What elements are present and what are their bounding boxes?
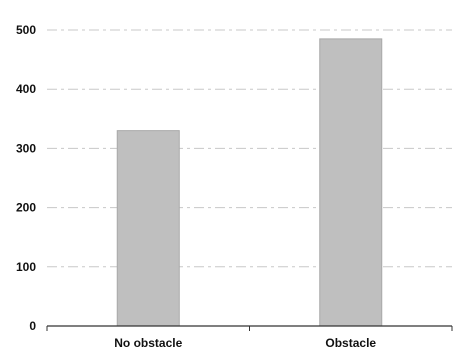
y-tick-label-300: 300	[16, 141, 36, 155]
axes	[46, 325, 453, 331]
bars	[116, 38, 383, 327]
gridlines	[47, 29, 452, 268]
x-category-label: Obstacle	[325, 336, 376, 350]
bar-no-obstacle	[116, 130, 180, 327]
labels: 0 100 200 300 400 500 No obstacle Obstacle	[16, 23, 376, 350]
x-category-label: No obstacle	[114, 336, 182, 350]
y-tick-label-500: 500	[16, 23, 36, 37]
y-tick-label-0: 0	[29, 319, 36, 333]
y-tick-label-400: 400	[16, 82, 36, 96]
y-tick-label-200: 200	[16, 201, 36, 215]
y-tick-label-100: 100	[16, 260, 36, 274]
bar-obstacle	[319, 38, 383, 327]
